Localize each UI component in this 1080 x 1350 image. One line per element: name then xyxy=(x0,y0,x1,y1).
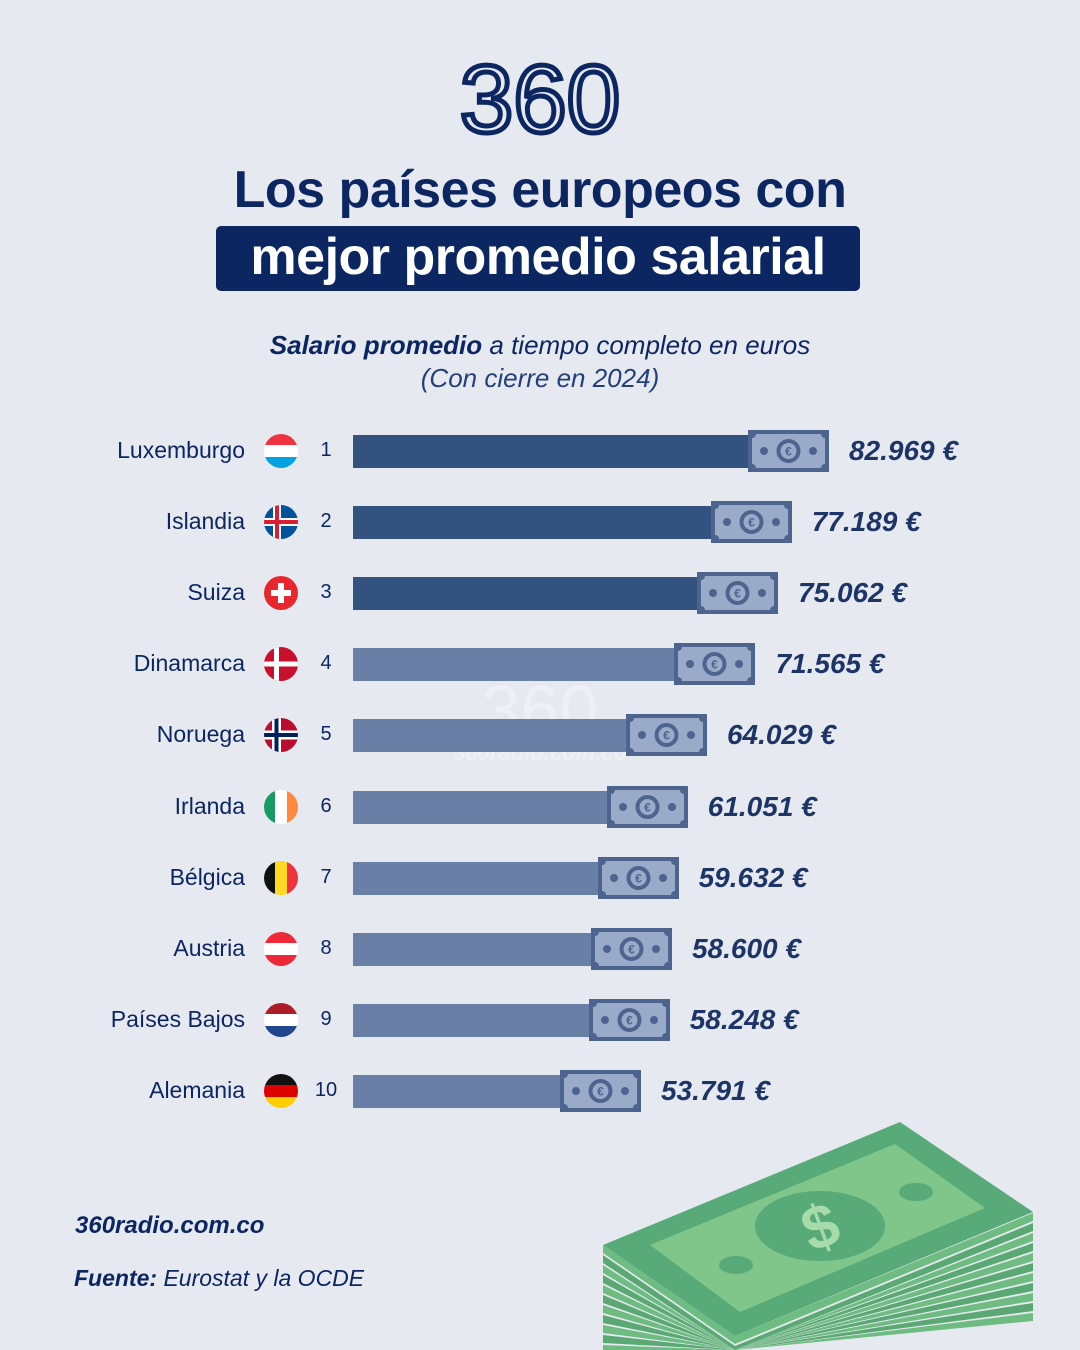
value-label: 53.791 € xyxy=(660,1074,770,1106)
euro-bill-icon: € xyxy=(590,927,672,970)
svg-text:€: € xyxy=(785,445,792,459)
value-label: 71.565 € xyxy=(775,648,885,680)
value-label: 64.029 € xyxy=(726,719,836,751)
subtitle-rest: a tiempo completo en euros xyxy=(482,330,811,360)
country-label: Suiza xyxy=(187,579,245,606)
value-label: 59.632 € xyxy=(698,861,808,893)
rank-label: 7 xyxy=(320,865,332,888)
value-label: 82.969 € xyxy=(848,435,958,466)
flag-be-icon xyxy=(264,860,298,895)
logo-text: 360 xyxy=(460,52,620,142)
bar xyxy=(353,861,639,895)
subtitle-bold: Salario promedio xyxy=(269,330,483,360)
bill-dot xyxy=(719,1256,753,1274)
rank-label: 2 xyxy=(320,510,332,533)
rank-label: 5 xyxy=(320,723,332,746)
svg-text:€: € xyxy=(734,587,741,601)
footer-site: 360radio.com.co xyxy=(75,1212,265,1239)
bar xyxy=(353,506,752,540)
footer-source: Fuente: Eurostat y la OCDE xyxy=(74,1265,364,1292)
value-label: 61.051 € xyxy=(707,790,817,822)
rank-label: 8 xyxy=(320,936,332,959)
euro-bill-icon: € xyxy=(710,501,792,544)
rank-label: 1 xyxy=(320,439,332,461)
value-label: 58.248 € xyxy=(689,1003,799,1035)
svg-text:€: € xyxy=(626,1013,633,1027)
country-label: Islandia xyxy=(165,508,245,535)
bar xyxy=(353,932,632,966)
svg-text:€: € xyxy=(628,942,635,956)
bar xyxy=(353,435,789,468)
rank-label: 3 xyxy=(320,581,332,604)
flag-ch-icon xyxy=(264,576,298,611)
value-label: 75.062 € xyxy=(798,577,908,609)
euro-bill-icon: € xyxy=(606,785,688,828)
svg-text:€: € xyxy=(663,729,670,743)
country-label: Dinamarca xyxy=(133,650,245,677)
flag-nl-icon xyxy=(264,1002,298,1037)
svg-text:€: € xyxy=(748,516,755,530)
country-label: Noruega xyxy=(156,721,245,748)
country-label: Bélgica xyxy=(169,863,245,890)
bar xyxy=(353,648,716,682)
flag-dk-icon xyxy=(264,647,298,682)
bill-dot xyxy=(899,1183,933,1201)
rank-label: 4 xyxy=(320,652,332,675)
bar xyxy=(353,719,667,753)
title-line-2: mejor promedio salarial xyxy=(250,228,826,286)
svg-text:€: € xyxy=(644,800,651,814)
euro-bill-icon: € xyxy=(674,643,756,686)
title-line-1: Los países europeos con xyxy=(233,161,847,219)
subtitle: Salario promedio a tiempo completo en eu… xyxy=(0,330,1080,361)
euro-bill-icon: € xyxy=(747,430,829,472)
svg-text:€: € xyxy=(635,871,642,885)
value-label: 58.600 € xyxy=(691,932,801,964)
country-label: Países Bajos xyxy=(110,1005,245,1032)
rank-label: 9 xyxy=(320,1007,332,1030)
flag-no-icon xyxy=(264,718,298,753)
euro-bill-icon: € xyxy=(697,572,779,615)
flag-lu-icon xyxy=(264,434,298,468)
bill-seal xyxy=(755,1191,885,1261)
subtitle-date: (Con cierre en 2024) xyxy=(420,363,660,393)
euro-bill-icon: € xyxy=(559,1069,641,1112)
flag-de-icon xyxy=(264,1073,298,1108)
rank-label: 10 xyxy=(314,1078,338,1101)
rank-label: 6 xyxy=(320,794,332,817)
title-highlight-box xyxy=(216,226,860,291)
euro-bill-icon: € xyxy=(588,998,670,1041)
flag-at-icon xyxy=(264,931,298,966)
country-label: Austria xyxy=(173,934,245,961)
bar xyxy=(353,1003,630,1037)
flag-ie-icon xyxy=(264,789,298,824)
bar xyxy=(353,1074,601,1108)
bar xyxy=(353,790,648,824)
flag-is-icon xyxy=(264,505,298,540)
source-label: Fuente: xyxy=(74,1265,158,1291)
country-label: Luxemburgo xyxy=(117,437,245,463)
country-label: Alemania xyxy=(149,1076,245,1103)
brand-logo: 360 xyxy=(0,44,1080,156)
bar xyxy=(353,577,739,611)
source-text: Eurostat y la OCDE xyxy=(157,1265,365,1291)
euro-bill-icon: € xyxy=(625,714,707,757)
svg-text:€: € xyxy=(597,1084,604,1098)
svg-text:€: € xyxy=(712,658,719,672)
country-label: Irlanda xyxy=(174,792,245,819)
value-label: 77.189 € xyxy=(811,506,921,538)
euro-bill-icon: € xyxy=(597,856,679,899)
